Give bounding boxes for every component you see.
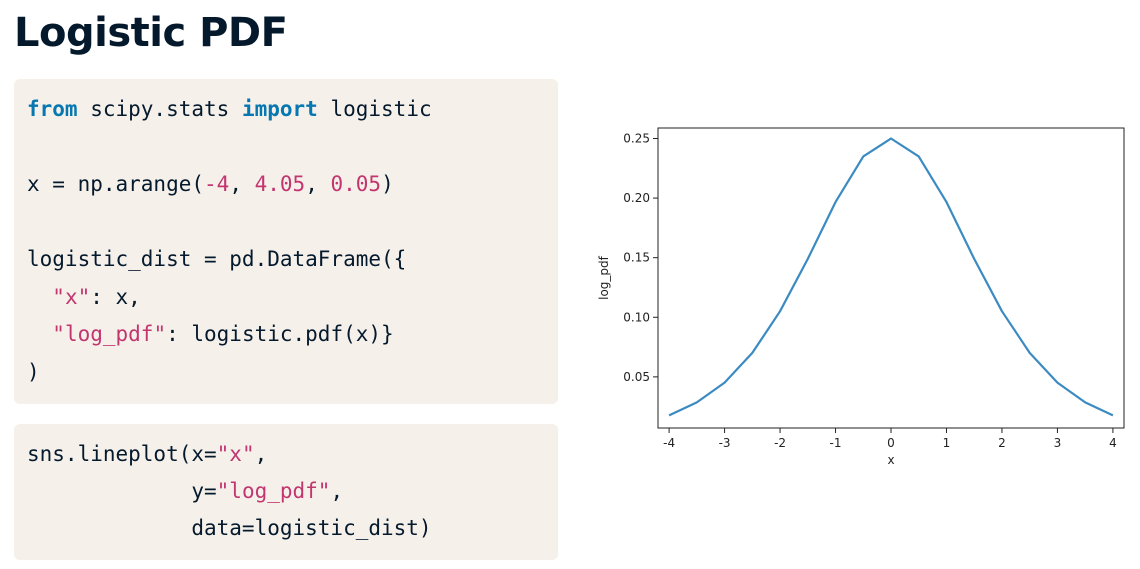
code-line-6: "x": x, [27, 282, 558, 320]
code-token: x = np.arange( [27, 172, 205, 196]
string-literal: "x" [52, 284, 91, 309]
code-block-plot: sns.lineplot(x="x", y="log_pdf", data=lo… [14, 424, 558, 560]
code-token: , [254, 442, 268, 466]
y-axis-label: log_pdf [597, 255, 611, 300]
x-tick-label: -1 [830, 436, 842, 450]
logistic-pdf-chart: -4 -3 -2 -1 0 1 2 3 4 0.05 0.10 0.15 0.20 0.25 x log_pd… [597, 127, 1125, 467]
plot-frame [657, 127, 1125, 429]
code-line-5: logistic_dist = pd.DataFrame({ [27, 247, 407, 271]
code-line-2 [27, 132, 558, 170]
number-literal: -4 [204, 172, 230, 196]
code-token: : x, [90, 284, 141, 309]
code-line-7: "log_pdf": logistic.pdf(x)} [27, 319, 558, 357]
y-tick-label: 0.25 [623, 131, 650, 145]
code-token: y= [27, 479, 217, 503]
code-line-8: ) [27, 359, 40, 384]
y-tick-label: 0.15 [623, 251, 650, 265]
number-literal: 4.05 [254, 172, 306, 196]
x-tick-label: 2 [998, 436, 1006, 450]
x-tick-label: -2 [774, 436, 786, 450]
x-tick-label: 3 [1054, 436, 1062, 450]
code-token: , [305, 172, 331, 196]
module-name: scipy.stats [77, 97, 242, 121]
x-tick-label: 4 [1109, 436, 1117, 450]
code-line-3: x = np.arange(-4, 4.05, 0.05) [27, 169, 558, 207]
y-tick-label: 0.10 [623, 310, 650, 324]
x-tick-label: 0 [887, 436, 895, 450]
number-literal: 0.05 [330, 172, 382, 196]
x-axis-label: x [887, 453, 894, 467]
y-tick-label: 0.20 [623, 191, 650, 205]
code-token: , [229, 172, 255, 196]
code-token: : logistic.pdf(x)} [166, 322, 394, 346]
string-literal: "log_pdf" [52, 322, 167, 346]
code-token: , [330, 479, 344, 503]
x-tick-label: -3 [719, 436, 731, 450]
code-line-1: from scipy.stats import logistic [27, 94, 558, 132]
code-block-imports: from scipy.stats import logistic x = np.… [14, 79, 558, 404]
string-literal: "x" [216, 442, 255, 466]
code-line-3: data=logistic_dist) [27, 516, 432, 540]
keyword-from: from [27, 97, 78, 121]
x-tick-label: -4 [663, 436, 675, 450]
code-token: ) [381, 172, 394, 196]
code-indent [27, 322, 52, 346]
code-indent [27, 285, 52, 309]
code-token: sns.lineplot(x= [27, 442, 217, 466]
series-line [668, 137, 1114, 417]
code-line-2: y="log_pdf", [27, 476, 558, 513]
code-line-1: sns.lineplot(x="x", [27, 439, 558, 476]
imported-name: logistic [317, 97, 432, 121]
x-tick-label: 1 [943, 436, 951, 450]
code-line-4 [27, 207, 558, 245]
y-tick-label: 0.05 [623, 370, 650, 384]
string-literal: "log_pdf" [216, 479, 331, 503]
keyword-import: import [241, 97, 318, 121]
page-title: Logistic PDF [14, 10, 288, 56]
